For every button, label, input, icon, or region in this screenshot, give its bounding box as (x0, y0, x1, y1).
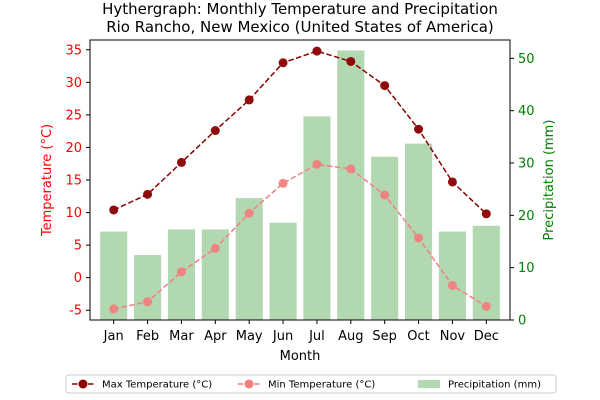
left-y-tick-label: 15 (65, 174, 82, 189)
legend-precipitation-label: Precipitation (mm) (448, 380, 541, 391)
max-temperature-point (447, 177, 457, 187)
max-temperature-point (278, 58, 288, 68)
x-tick-label: Jul (308, 329, 325, 344)
legend-precipitation-swatch (418, 380, 440, 388)
legend-max-temperature-label: Max Temperature (°C) (102, 380, 212, 391)
legend-min-temperature-label: Min Temperature (°C) (268, 380, 375, 391)
precipitation-bar (134, 255, 162, 320)
min-temperature-point (176, 267, 186, 277)
x-tick-label: Feb (136, 329, 159, 344)
precipitation-bar (235, 198, 263, 320)
precipitation-bar (371, 156, 399, 320)
precipitation-bar (337, 50, 365, 321)
max-temperature-point (346, 56, 356, 66)
left-y-axis-label: Temperature (°C) (40, 124, 55, 237)
left-y-tick-label: 35 (65, 43, 82, 58)
x-tick-label: Jan (103, 329, 124, 344)
max-temperature-point (481, 209, 491, 219)
left-y-tick-label: 5 (74, 239, 82, 254)
left-y-tick-label: 20 (65, 141, 82, 156)
x-tick-label: May (236, 329, 263, 344)
max-temperature-point (143, 189, 153, 199)
x-tick-label: Mar (169, 329, 194, 344)
x-axis-label: Month (280, 349, 321, 364)
max-temperature-point (244, 95, 254, 105)
max-temperature-point (210, 126, 220, 136)
left-y-tick-label: 0 (74, 271, 82, 286)
right-y-tick-label: 50 (518, 52, 535, 67)
precipitation-bar (201, 229, 229, 320)
left-y-tick-label: 25 (65, 108, 82, 123)
precipitation-bar (303, 116, 331, 320)
min-temperature-point (346, 164, 356, 174)
precipitation-bar (269, 222, 297, 320)
legend-max-temperature-marker (78, 379, 88, 389)
chart-title-line-2: Rio Rancho, New Mexico (United States of… (106, 18, 494, 36)
right-y-tick-label: 10 (518, 261, 535, 276)
x-tick-label: Oct (407, 329, 429, 344)
right-y-axis-label: Precipitation (mm) (542, 120, 557, 241)
min-temperature-point (210, 243, 220, 253)
min-temperature-point (481, 301, 491, 311)
min-temperature-point (312, 159, 322, 169)
x-tick-label: Nov (440, 329, 466, 344)
x-tick-label: Aug (338, 329, 363, 344)
right-y-tick-label: 40 (518, 104, 535, 119)
min-temperature-line (113, 163, 487, 310)
min-temperature-point (278, 178, 288, 188)
min-temperature-point (380, 190, 390, 200)
max-temperature-line (113, 50, 487, 215)
x-tick-label: Sep (372, 329, 397, 344)
min-temperature-point (244, 208, 254, 218)
max-temperature-point (109, 205, 119, 215)
max-temperature-point (176, 157, 186, 167)
left-y-tick-label: 10 (65, 206, 82, 221)
right-y-tick-label: 20 (518, 209, 535, 224)
x-tick-label: Dec (474, 329, 499, 344)
min-temperature-point (143, 297, 153, 307)
x-tick-label: Apr (204, 329, 227, 344)
max-temperature-point (380, 81, 390, 91)
precipitation-bar (405, 143, 433, 320)
left-y-tick-label: -5 (69, 304, 82, 319)
x-tick-label: Jun (272, 329, 293, 344)
legend: Max Temperature (°C) Min Temperature (°C)… (65, 374, 557, 394)
chart-title-line-1: Hythergraph: Monthly Temperature and Pre… (102, 0, 498, 18)
right-y-tick-label: 0 (518, 314, 526, 329)
left-y-tick-label: 30 (65, 76, 82, 91)
max-temperature-point (414, 124, 424, 134)
right-y-tick-label: 30 (518, 156, 535, 171)
legend-frame (65, 374, 557, 394)
precipitation-bar (438, 231, 466, 320)
legend-min-temperature-marker (244, 379, 254, 389)
min-temperature-point (447, 280, 457, 290)
min-temperature-point (109, 304, 119, 314)
max-temperature-point (312, 46, 322, 56)
min-temperature-point (414, 233, 424, 243)
